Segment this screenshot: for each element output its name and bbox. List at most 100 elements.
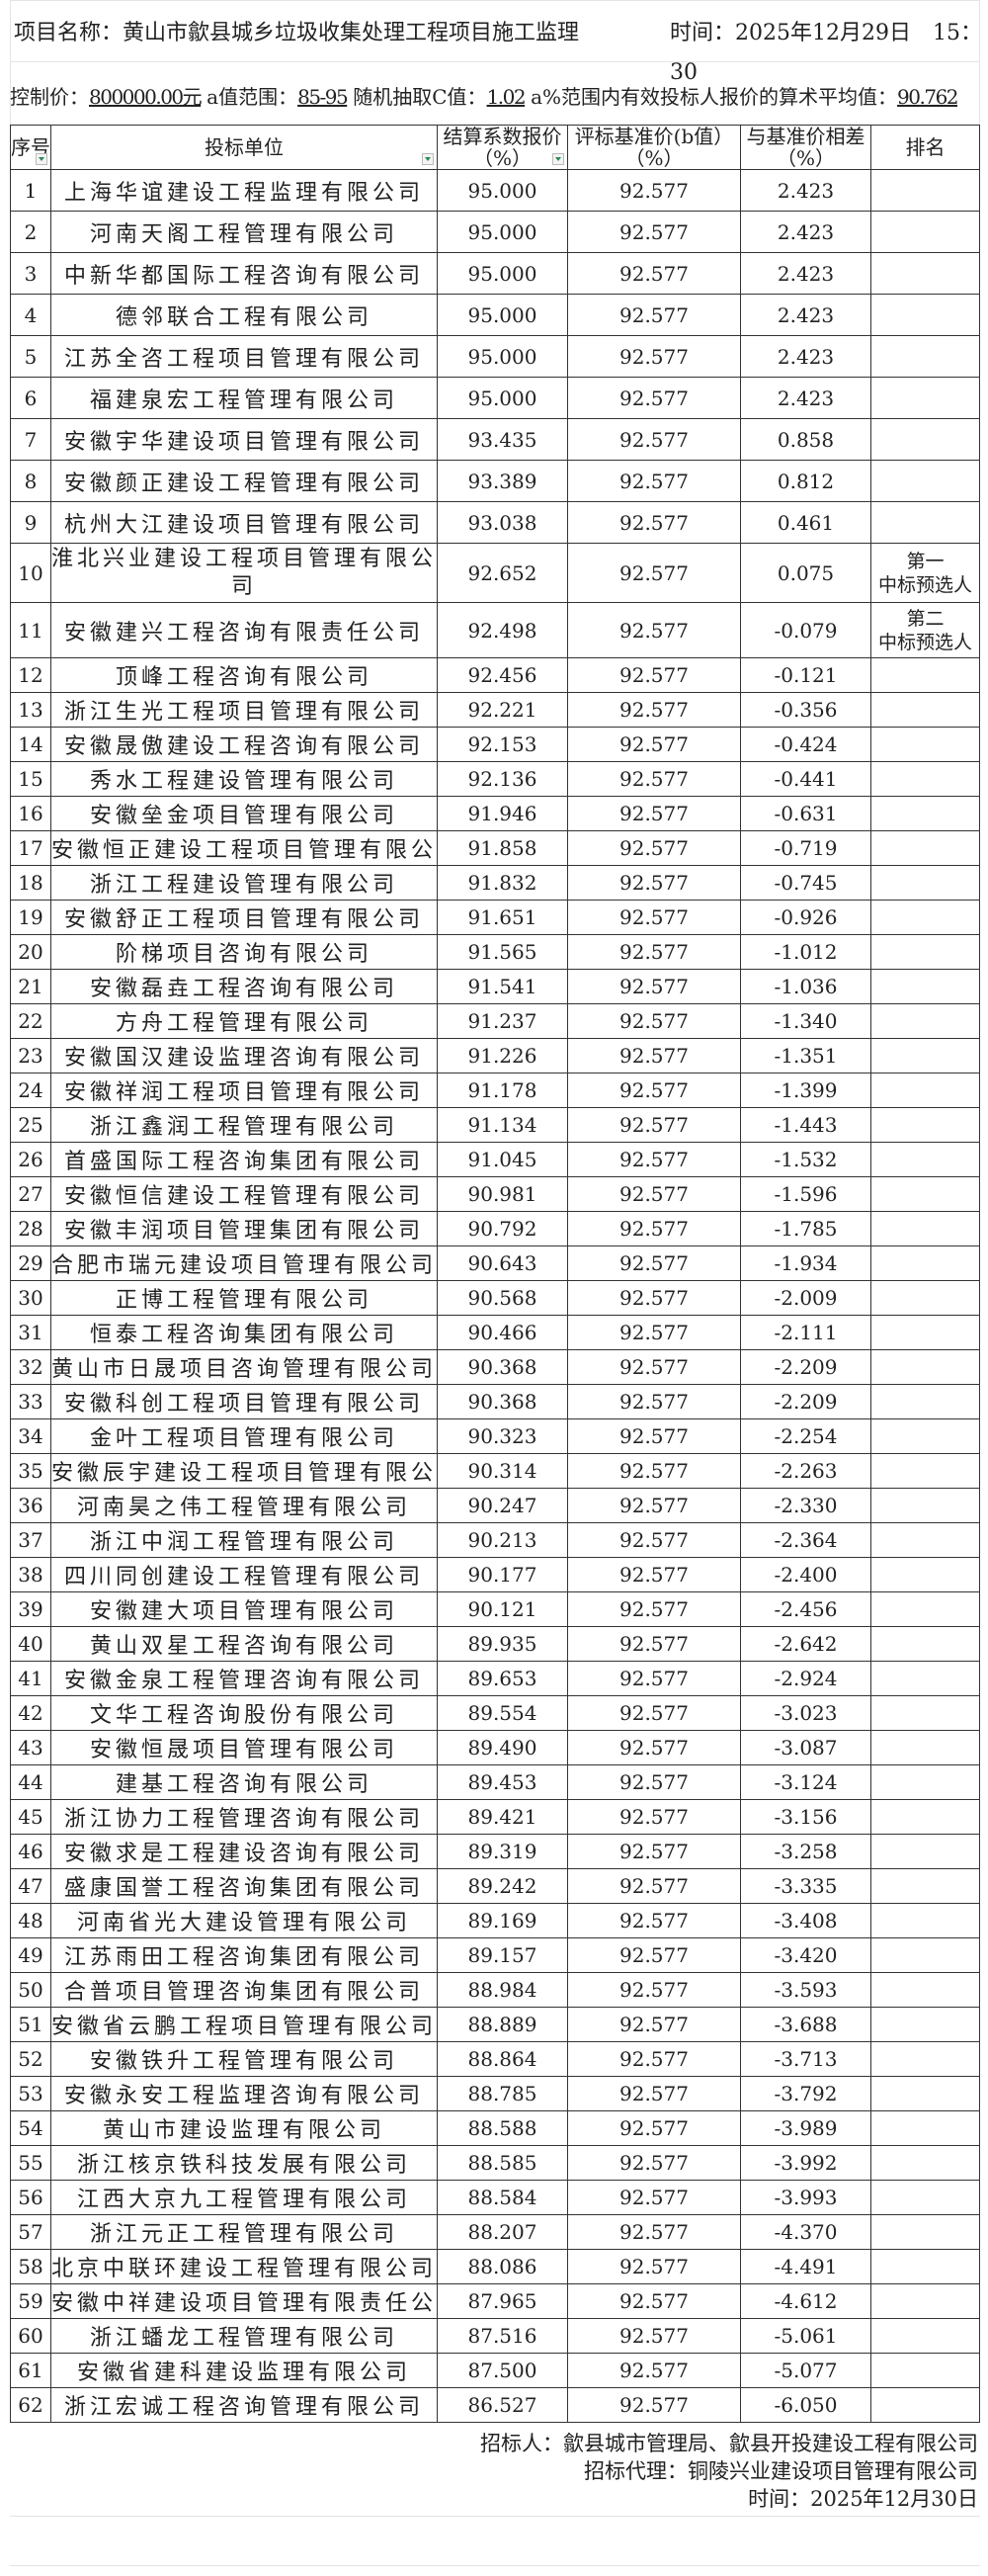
base-price: 92.577	[567, 1384, 741, 1419]
a-range-label: a值范围：	[206, 85, 298, 109]
rank	[870, 2145, 980, 2181]
rank	[870, 1557, 980, 1592]
rank	[870, 1937, 980, 1973]
difference: 2.423	[740, 377, 871, 419]
coefficient-quote: 90.314	[437, 1453, 568, 1489]
base-price: 92.577	[567, 727, 741, 762]
row-seq: 24	[10, 1073, 51, 1108]
row-seq: 56	[10, 2180, 51, 2215]
difference: -0.719	[740, 830, 871, 866]
row-seq: 12	[10, 657, 51, 693]
base-price: 92.577	[567, 1557, 741, 1592]
table-row: 46 安徽求是工程建设咨询有限公司 89.319 92.577 -3.258	[10, 1834, 980, 1869]
difference: -1.443	[740, 1107, 871, 1143]
table-row: 18 浙江工程建设管理有限公司 91.832 92.577 -0.745	[10, 865, 980, 901]
row-seq: 11	[10, 602, 51, 658]
coefficient-quote: 95.000	[437, 169, 568, 212]
a-range-value: 85-95	[297, 85, 349, 109]
base-price: 92.577	[567, 2110, 741, 2146]
row-seq: 60	[10, 2318, 51, 2354]
difference: -2.209	[740, 1349, 871, 1385]
base-price: 92.577	[567, 2283, 741, 2319]
row-seq: 61	[10, 2353, 51, 2388]
bidder-name: 安徽宇华建设项目管理有限公司	[50, 418, 438, 461]
row-seq: 34	[10, 1418, 51, 1454]
base-price: 92.577	[567, 796, 741, 831]
difference: -3.989	[740, 2110, 871, 2146]
base-price: 92.577	[567, 1834, 741, 1869]
table-row: 4 德邻联合工程有限公司 95.000 92.577 2.423	[10, 294, 980, 336]
table-row: 2 河南天阁工程管理有限公司 95.000 92.577 2.423	[10, 211, 980, 253]
difference: -3.408	[740, 1903, 871, 1938]
row-seq: 19	[10, 900, 51, 935]
base-price: 92.577	[567, 1972, 741, 2008]
coefficient-quote: 91.226	[437, 1038, 568, 1073]
base-price: 92.577	[567, 1176, 741, 1212]
bidder-name: 浙江协力工程管理咨询有限公司	[50, 1799, 438, 1835]
filter-dropdown-icon[interactable]	[552, 153, 564, 165]
difference: -5.061	[740, 2318, 871, 2354]
tender-agent: 招标代理：铜陵兴业建设项目管理有限公司	[584, 2459, 978, 2483]
coefficient-quote: 90.466	[437, 1315, 568, 1350]
col-header-coefficient[interactable]: 结算系数报价（%）	[437, 125, 568, 170]
table-row: 9 杭州大江建设项目管理有限公司 93.038 92.577 0.461	[10, 501, 980, 544]
table-row: 44 建基工程咨询有限公司 89.453 92.577 -3.124	[10, 1764, 980, 1800]
rank	[870, 727, 980, 762]
difference: -2.209	[740, 1384, 871, 1419]
rank	[870, 1073, 980, 1108]
difference: 2.423	[740, 252, 871, 295]
row-seq: 1	[10, 169, 51, 212]
row-seq: 20	[10, 934, 51, 970]
base-price: 92.577	[567, 1245, 741, 1281]
bid-results-table: 序号 投标单位 结算系数报价（%） 评标基准价(b值）（%） 与基准价相差（%）…	[10, 125, 980, 2423]
row-seq: 32	[10, 1349, 51, 1385]
row-seq: 17	[10, 830, 51, 866]
base-price: 92.577	[567, 1522, 741, 1558]
bidder-name: 德邻联合工程有限公司	[50, 294, 438, 336]
bidder-name: 安徽磊垚工程咨询有限公司	[50, 969, 438, 1004]
rank	[870, 1245, 980, 1281]
filter-dropdown-icon[interactable]	[36, 153, 47, 165]
coefficient-quote: 86.527	[437, 2387, 568, 2423]
base-price: 92.577	[567, 934, 741, 970]
rank	[870, 969, 980, 1004]
coefficient-quote: 93.038	[437, 501, 568, 544]
base-price: 92.577	[567, 1730, 741, 1765]
base-price: 92.577	[567, 501, 741, 544]
row-seq: 37	[10, 1522, 51, 1558]
row-seq: 30	[10, 1280, 51, 1316]
difference: 0.461	[740, 501, 871, 544]
bidder-name: 安徽恒正建设工程项目管理有限公	[50, 830, 438, 866]
row-seq: 59	[10, 2283, 51, 2319]
col-header-bidder[interactable]: 投标单位	[50, 125, 438, 170]
coefficient-quote: 90.177	[437, 1557, 568, 1592]
bidder-name: 河南天阁工程管理有限公司	[50, 211, 438, 253]
bidder-name: 安徽永安工程监理咨询有限公司	[50, 2076, 438, 2111]
rank	[870, 2318, 980, 2354]
difference: -2.924	[740, 1661, 871, 1696]
rank	[870, 2180, 980, 2215]
base-price: 92.577	[567, 294, 741, 336]
rank	[870, 2214, 980, 2250]
bidder-name: 浙江核京铁科技发展有限公司	[50, 2145, 438, 2181]
coefficient-quote: 88.207	[437, 2214, 568, 2250]
rank	[870, 1107, 980, 1143]
filter-dropdown-icon[interactable]	[422, 153, 434, 165]
difference: -0.926	[740, 900, 871, 935]
table-row: 37 浙江中润工程管理有限公司 90.213 92.577 -2.364	[10, 1522, 980, 1558]
table-row: 40 黄山双星工程咨询有限公司 89.935 92.577 -2.642	[10, 1626, 980, 1662]
table-row: 36 河南昊之伟工程管理有限公司 90.247 92.577 -2.330	[10, 1488, 980, 1523]
bidder-name: 合肥市瑞元建设项目管理有限公司	[50, 1245, 438, 1281]
col-header-seq[interactable]: 序号	[10, 125, 51, 170]
table-row: 51 安徽省云鹏工程项目管理有限公司 88.889 92.577 -3.688	[10, 2007, 980, 2042]
difference: -3.258	[740, 1834, 871, 1869]
c-value: 1.02	[486, 85, 527, 109]
difference: -0.121	[740, 657, 871, 693]
rank	[870, 1695, 980, 1731]
coefficient-quote: 90.981	[437, 1176, 568, 1212]
base-price: 92.577	[567, 2214, 741, 2250]
coefficient-quote: 89.242	[437, 1868, 568, 1904]
coefficient-quote: 92.498	[437, 602, 568, 658]
bidder-name: 江苏全咨工程项目管理有限公司	[50, 335, 438, 378]
base-price: 92.577	[567, 377, 741, 419]
